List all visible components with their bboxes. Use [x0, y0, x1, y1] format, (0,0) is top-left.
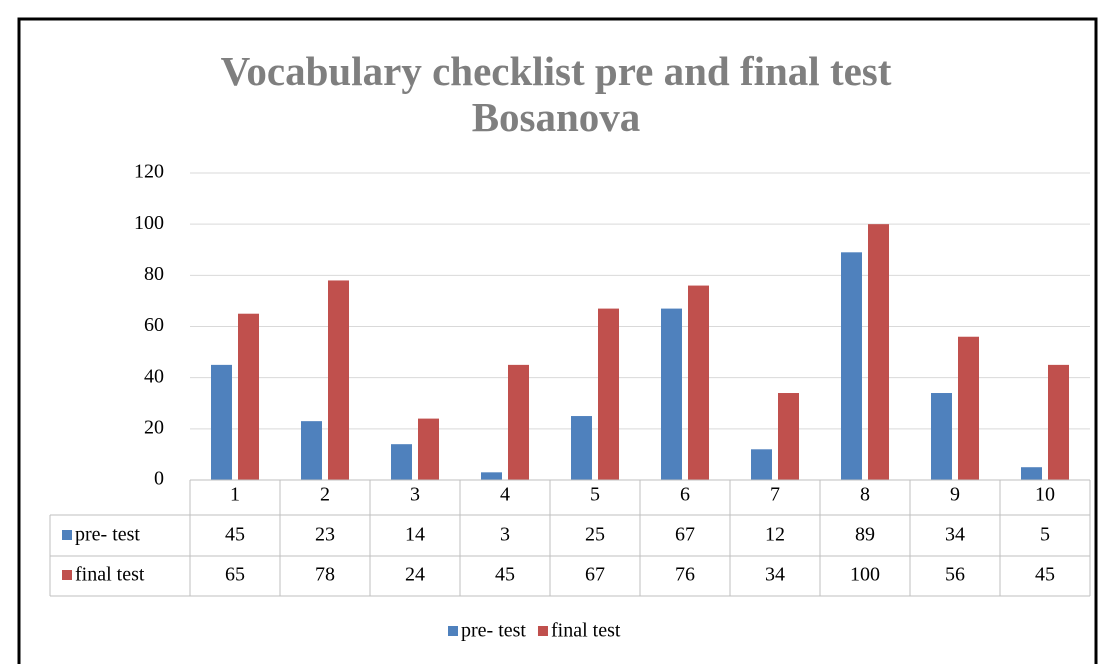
table-value: 45 — [495, 564, 515, 586]
bar — [508, 364, 529, 480]
legend-label: final test — [551, 620, 621, 642]
y-tick-label: 120 — [134, 161, 164, 183]
legend-key — [537, 626, 548, 636]
x-tick-label: 1 — [230, 484, 240, 506]
y-tick-label: 20 — [144, 416, 164, 438]
x-tick-label: 2 — [320, 484, 330, 506]
x-tick-label: 8 — [860, 484, 870, 506]
bar — [481, 472, 502, 480]
table-value: 5 — [1040, 524, 1050, 546]
table-value: 23 — [315, 524, 335, 546]
bar — [931, 393, 952, 480]
x-tick-label: 7 — [770, 484, 780, 506]
bar — [211, 364, 232, 480]
table-value: 14 — [405, 524, 425, 546]
bar — [598, 308, 619, 480]
y-tick-label: 40 — [144, 365, 164, 387]
bar — [688, 285, 709, 480]
table-value: 12 — [765, 524, 785, 546]
table-value: 100 — [850, 564, 880, 586]
table-value: 3 — [500, 524, 510, 546]
bar — [751, 449, 772, 480]
bar — [958, 336, 979, 480]
table-value: 45 — [1035, 564, 1055, 586]
table-value: 76 — [675, 564, 695, 586]
table-value: 24 — [405, 564, 425, 586]
legend-label: pre- test — [461, 620, 526, 642]
table-legend-key — [62, 530, 72, 540]
bar — [301, 421, 322, 480]
table-legend-key — [62, 570, 72, 580]
table-value: 67 — [675, 524, 695, 546]
table-value: 45 — [225, 524, 245, 546]
table-value: 25 — [585, 524, 605, 546]
x-tick-label: 6 — [680, 484, 690, 506]
y-tick-label: 80 — [144, 263, 164, 285]
table-value: 34 — [765, 564, 785, 586]
bar — [418, 418, 439, 480]
table-value: 67 — [585, 564, 605, 586]
table-row-label: final test — [75, 564, 145, 586]
x-tick-label: 10 — [1035, 484, 1055, 506]
table-row-label: pre- test — [75, 524, 140, 546]
table-value: 89 — [855, 524, 875, 546]
bar — [1048, 364, 1069, 480]
bar — [661, 308, 682, 480]
table-value: 65 — [225, 564, 245, 586]
y-tick-label: 60 — [144, 314, 164, 336]
bar — [841, 252, 862, 480]
frame — [17, 17, 1098, 664]
table-value: 34 — [945, 524, 965, 546]
table-value: 78 — [315, 564, 335, 586]
x-tick-label: 5 — [590, 484, 600, 506]
x-tick-label: 9 — [950, 484, 960, 506]
bar — [391, 444, 412, 480]
x-tick-label: 3 — [410, 484, 420, 506]
x-tick-label: 4 — [500, 484, 510, 506]
chart-title: Vocabulary checklist pre and final test … — [220, 48, 892, 140]
bar — [868, 224, 889, 480]
bar — [328, 280, 349, 480]
y-tick-label: 0 — [154, 468, 164, 490]
bar — [571, 416, 592, 480]
bar — [1021, 467, 1042, 480]
bar — [238, 313, 259, 480]
y-tick-label: 100 — [134, 212, 164, 234]
bar — [778, 393, 799, 480]
legend-key — [448, 626, 458, 636]
table-value: 56 — [945, 564, 965, 586]
